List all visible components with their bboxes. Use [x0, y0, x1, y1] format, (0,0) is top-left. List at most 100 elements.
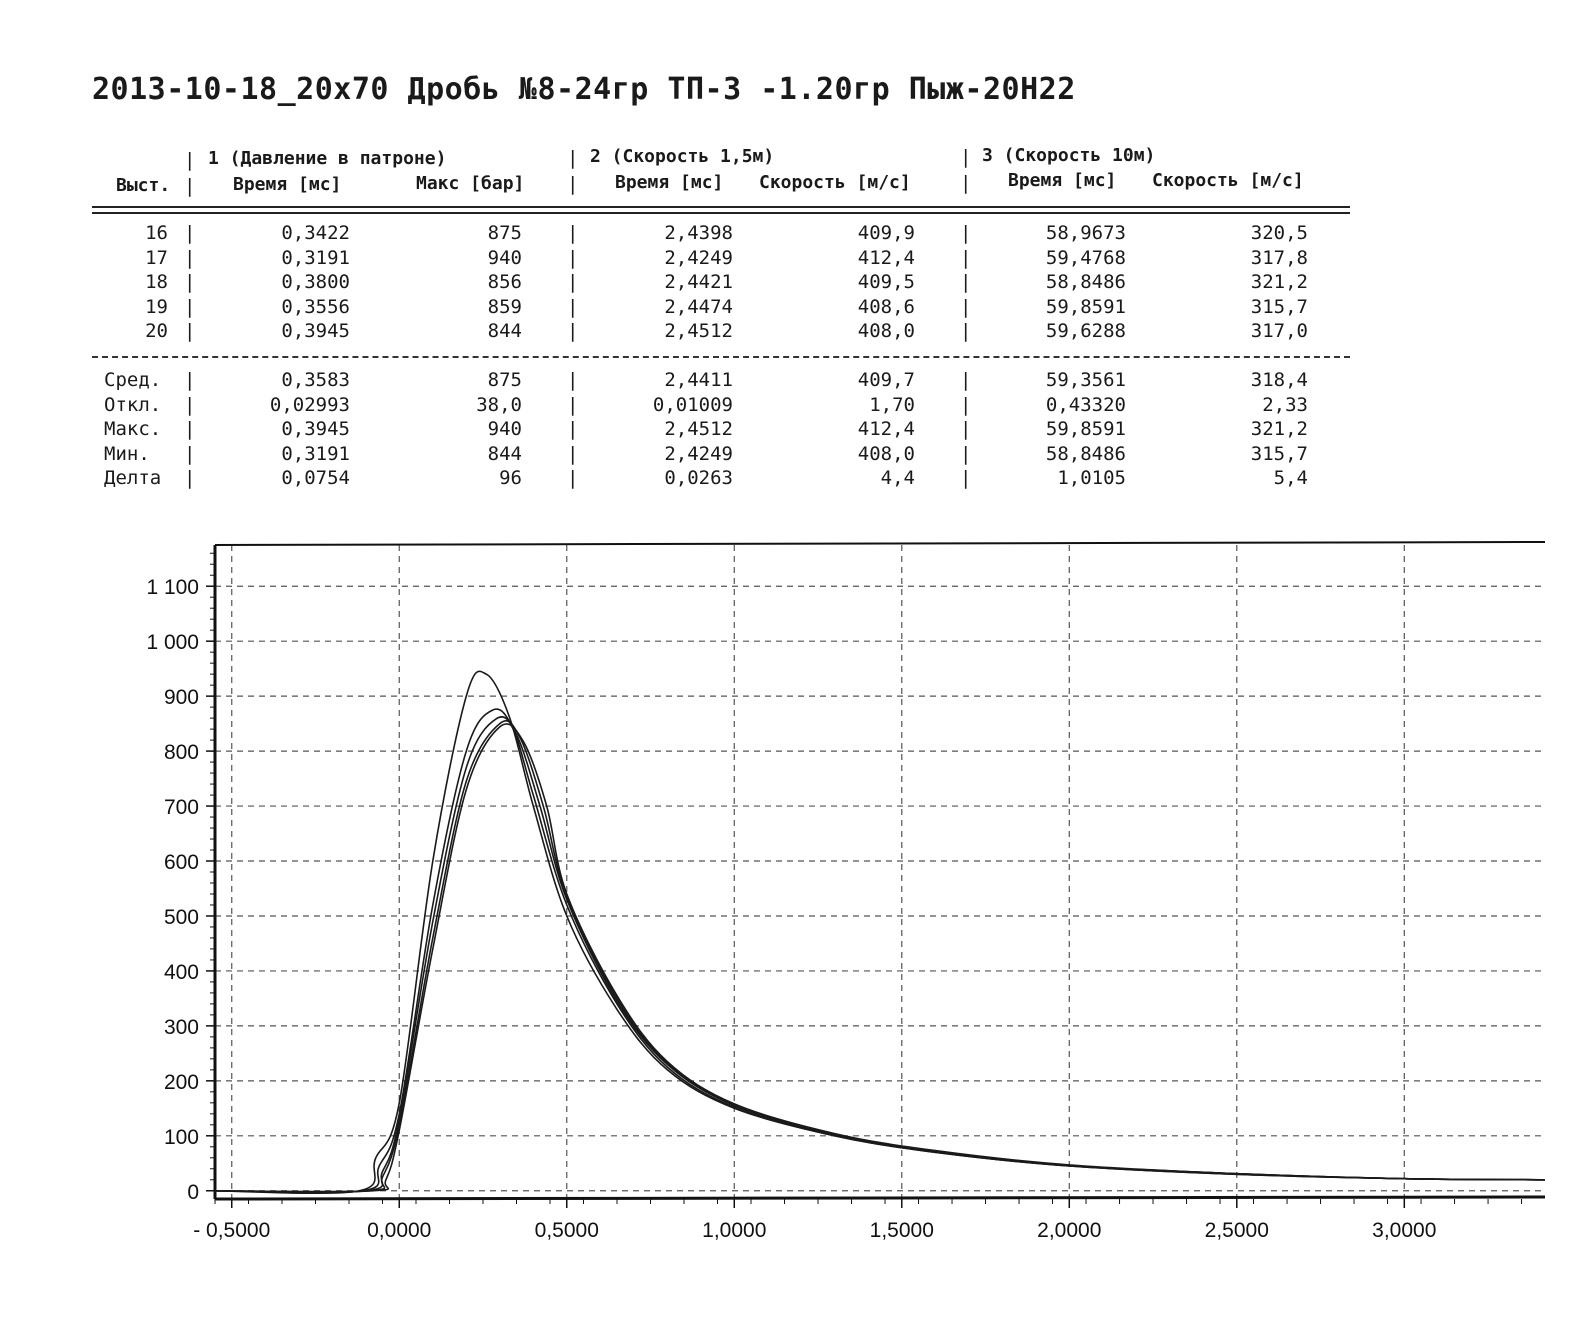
- stats-row-cell: 4,4: [880, 467, 915, 490]
- stats-row-cell: 408,0: [857, 442, 915, 465]
- stats-row-cell: 96: [499, 467, 522, 490]
- stats-row-cell: 59,3561: [1045, 369, 1126, 391]
- group-header-pressure: 1 (Давление в патроне): [208, 148, 447, 169]
- table-row-cell: 940: [487, 246, 522, 269]
- table-row-cell: 19: [145, 295, 168, 318]
- stats-row-cell: 2,4411: [664, 369, 733, 391]
- chart-ticks: - 0,5000 0,0000 0,5000 1,0000 1,5000 2,0000 2,…: [146, 552, 1523, 1242]
- stats-row-cell: 0,3583: [281, 369, 350, 391]
- table-stats-rule: [92, 356, 1350, 358]
- separator: |: [184, 149, 196, 171]
- table-row-cell: 0,3191: [281, 246, 350, 269]
- chart-series: [214, 670, 1546, 1195]
- table-row-cell: 2,4474: [664, 295, 733, 318]
- table-row-cell: 2,4398: [664, 222, 733, 244]
- separator: |: [960, 320, 972, 343]
- stats-row-cell: Откл.: [104, 393, 162, 416]
- separator: |: [567, 271, 579, 294]
- separator: |: [567, 147, 579, 169]
- stats-row-cell: 5,4: [1273, 467, 1308, 490]
- separator: |: [960, 369, 972, 391]
- table-row-cell: 58,8486: [1045, 271, 1126, 294]
- stats-row-cell: 875: [487, 369, 522, 391]
- group-header-velocity-1-5m: 2 (Скорость 1,5м): [590, 146, 775, 167]
- x-tick-label: 1,5000: [870, 1219, 934, 1242]
- separator: |: [184, 271, 196, 294]
- stats-row-cell: 0,3191: [281, 442, 350, 465]
- col-header-velocity-3: Скорость [м/с]: [1152, 170, 1304, 191]
- separator: |: [567, 393, 579, 416]
- group-header-velocity-10m: 3 (Скорость 10м): [982, 145, 1156, 166]
- stats-row-cell: 1,0105: [1057, 467, 1126, 490]
- separator: |: [960, 222, 972, 244]
- separator: |: [960, 246, 972, 269]
- separator: |: [567, 320, 579, 343]
- table-row-cell: 856: [487, 271, 522, 294]
- x-tick-label: 2,5000: [1205, 1219, 1269, 1242]
- series-line-2: [214, 708, 1546, 1194]
- x-tick-label: - 0,5000: [193, 1219, 270, 1242]
- stats-row-cell: Макс.: [104, 418, 162, 441]
- stats-row-cell: 409,7: [857, 369, 915, 391]
- series-line-3: [214, 716, 1546, 1194]
- page-title: 2013-10-18_20x70 Дробь №8-24гр ТП-3 -1.2…: [92, 72, 1076, 107]
- table-row-cell: 409,5: [857, 271, 915, 294]
- y-tick-label: 100: [164, 1126, 199, 1149]
- y-tick-label: 700: [164, 796, 199, 819]
- series-line-4: [214, 719, 1546, 1193]
- separator: |: [567, 369, 579, 391]
- table-row-cell: 59,8591: [1045, 295, 1126, 318]
- table-row-cell: 412,4: [857, 246, 915, 269]
- table-row-cell: 18: [145, 271, 168, 294]
- separator: |: [567, 222, 579, 244]
- separator: |: [184, 320, 196, 343]
- y-tick-label: 0: [187, 1181, 199, 1204]
- separator: |: [960, 393, 972, 416]
- separator: |: [184, 418, 196, 441]
- separator: |: [184, 393, 196, 416]
- col-header-time-2: Время [мс]: [615, 172, 724, 193]
- separator: |: [960, 418, 972, 441]
- table-row-cell: 317,0: [1250, 320, 1308, 343]
- y-tick-label: 1 100: [146, 576, 199, 599]
- separator: |: [960, 295, 972, 318]
- separator: |: [184, 369, 196, 391]
- x-tick-label: 0,0000: [367, 1219, 431, 1242]
- stats-row-cell: 2,4249: [664, 442, 733, 465]
- stats-row-cell: Делта: [104, 467, 162, 490]
- table-row-cell: 0,3422: [281, 222, 350, 244]
- stats-row-cell: 0,01009: [652, 393, 733, 416]
- separator: |: [567, 246, 579, 269]
- y-tick-label: 900: [164, 686, 199, 709]
- table-row-cell: 859: [487, 295, 522, 318]
- separator: |: [960, 146, 972, 168]
- stats-row-cell: 0,02993: [269, 393, 350, 416]
- stats-row-cell: 0,0754: [281, 467, 350, 490]
- stats-row-cell: 412,4: [857, 418, 915, 441]
- separator: |: [184, 442, 196, 465]
- table-row-cell: 408,6: [857, 295, 915, 318]
- stats-row-cell: 0,0263: [664, 467, 733, 490]
- stats-row-cell: 2,4512: [664, 418, 733, 441]
- table-row-cell: 17: [145, 246, 168, 269]
- y-tick-label: 800: [164, 741, 199, 764]
- table-row-cell: 16: [145, 222, 168, 244]
- table-row-cell: 2,4249: [664, 246, 733, 269]
- y-tick-label: 1 000: [146, 631, 199, 654]
- stats-row-cell: Мин.: [104, 442, 150, 465]
- x-tick-label: 3,0000: [1372, 1219, 1436, 1242]
- table-row-cell: 2,4421: [664, 271, 733, 294]
- table-header-rule: [92, 206, 1350, 214]
- stats-row-cell: 0,43320: [1045, 393, 1126, 416]
- table-row-cell: 0,3945: [281, 320, 350, 343]
- series-line-5: [214, 723, 1546, 1193]
- separator: |: [184, 222, 196, 244]
- x-tick-label: 2,0000: [1037, 1219, 1101, 1242]
- table-row-cell: 321,2: [1250, 271, 1308, 294]
- col-header-time-3: Время [мс]: [1008, 170, 1117, 191]
- stats-row-cell: 2,33: [1262, 393, 1308, 416]
- table-row-cell: 875: [487, 222, 522, 244]
- stats-row-cell: 38,0: [476, 393, 522, 416]
- stats-row-cell: 1,70: [869, 393, 915, 416]
